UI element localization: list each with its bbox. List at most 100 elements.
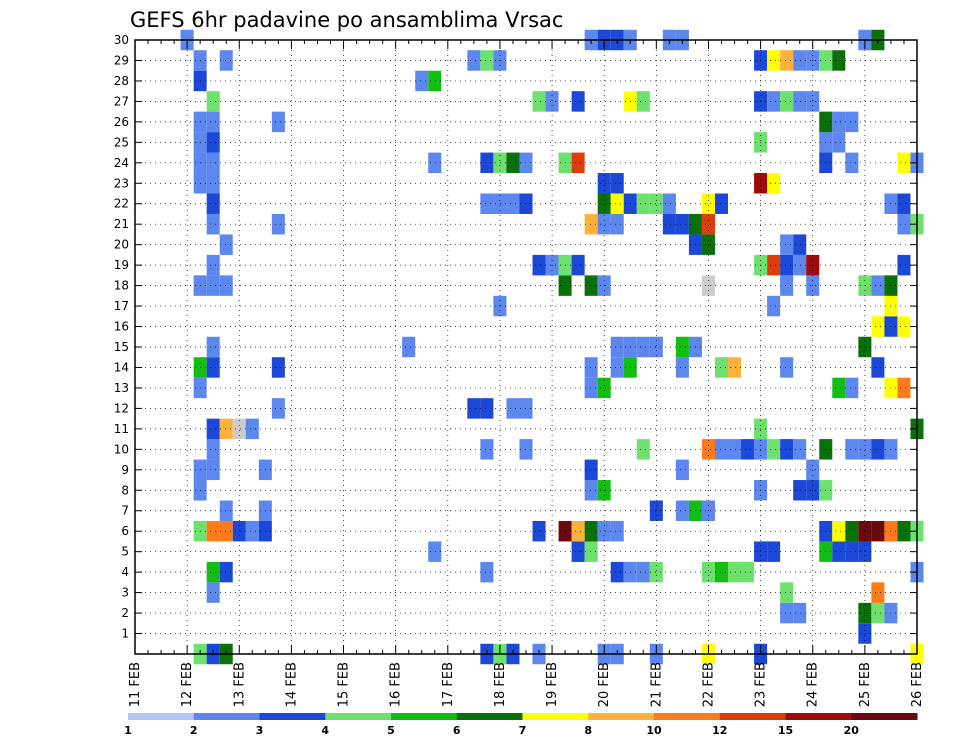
heatmap-cell (701, 561, 715, 583)
heatmap-cell (780, 50, 794, 71)
heatmap-cell (649, 561, 663, 583)
y-tick-label: 9 (121, 463, 129, 477)
colorbar-label: 10 (646, 724, 662, 737)
heatmap-cell (206, 418, 220, 440)
colorbar-label: 15 (778, 724, 793, 737)
heatmap-cell (845, 520, 859, 542)
x-tick-label: 23 FEB (754, 662, 769, 707)
y-tick-label: 2 (121, 606, 129, 620)
heatmap-cell (636, 91, 650, 112)
heatmap-cell (467, 398, 481, 419)
heatmap-cell (897, 254, 911, 276)
heatmap-cell (871, 357, 885, 378)
y-tick-label: 20 (114, 238, 129, 252)
heatmap-cell (701, 193, 715, 214)
heatmap-cell (728, 357, 742, 378)
x-tick-label: 25 FEB (858, 662, 873, 707)
x-tick-label: 11 FEB (128, 662, 143, 707)
heatmap-cell (206, 254, 220, 276)
heatmap-cell (480, 193, 494, 214)
y-tick-label: 13 (114, 381, 129, 395)
heatmap-cell (871, 275, 885, 296)
heatmap-cell (428, 70, 442, 92)
heatmap-cell (832, 111, 846, 133)
heatmap-cell (493, 295, 507, 317)
heatmap-cell (206, 152, 220, 174)
heatmap-cell (402, 336, 416, 358)
heatmap-cell (871, 316, 885, 337)
colorbar-segment (522, 713, 589, 720)
heatmap-cell (780, 582, 794, 603)
x-tick-label: 17 FEB (441, 662, 456, 707)
heatmap-cell (219, 275, 233, 296)
heatmap-cell (597, 377, 611, 399)
heatmap-cell (206, 213, 220, 235)
heatmap-cell (780, 234, 794, 255)
heatmap-cell (571, 152, 585, 174)
heatmap-cell (897, 377, 911, 399)
heatmap-cell (780, 91, 794, 112)
heatmap-cell (793, 480, 807, 501)
heatmap-cell (780, 439, 794, 460)
heatmap-cell (597, 193, 611, 214)
heatmap-cell (858, 541, 872, 562)
x-tick-label: 21 FEB (649, 662, 664, 707)
heatmap-cell (219, 50, 233, 71)
heatmap-cell (571, 541, 585, 562)
colorbar-segment (785, 713, 852, 720)
heatmap-cell (610, 357, 624, 378)
heatmap-cell (506, 193, 520, 214)
heatmap-cell (610, 213, 624, 235)
heatmap-cell (271, 357, 285, 378)
y-tick-label: 7 (121, 504, 129, 518)
heatmap-cell (597, 520, 611, 542)
y-tick-label: 11 (114, 422, 129, 436)
x-tick-label: 14 FEB (284, 662, 299, 707)
colorbar-segment (325, 713, 392, 720)
colorbar-label: 12 (712, 724, 727, 737)
colorbar-segment (391, 713, 458, 720)
heatmap-cell (480, 561, 494, 583)
heatmap-cell (271, 111, 285, 133)
heatmap-cell (897, 520, 911, 542)
heatmap-cell (832, 50, 846, 71)
heatmap-cell (701, 439, 715, 460)
colorbar-segment (193, 713, 260, 720)
heatmap-cell (793, 50, 807, 71)
heatmap-cell (545, 91, 559, 112)
heatmap-cell (532, 91, 546, 112)
heatmap-cell (675, 357, 689, 378)
heatmap-cell (897, 213, 911, 235)
heatmap-cell (206, 275, 220, 296)
colorbar-segment (128, 713, 195, 720)
heatmap-cell (271, 398, 285, 419)
heatmap-cell (232, 418, 246, 440)
heatmap-cell (714, 561, 729, 583)
heatmap-cell (584, 480, 598, 501)
heatmap-cell (871, 439, 885, 460)
y-tick-label: 28 (114, 74, 129, 88)
heatmap-cell (741, 439, 755, 460)
heatmap-cell (767, 541, 781, 562)
heatmap-cell (675, 459, 689, 481)
heatmap-cell (206, 439, 220, 460)
heatmap-cell (480, 152, 494, 174)
heatmap-cell (219, 500, 233, 521)
heatmap-cell (728, 439, 742, 460)
heatmap-cell (584, 213, 598, 235)
colorbar-segment (719, 713, 786, 720)
heatmap-cell (675, 213, 689, 235)
heatmap-cell (636, 439, 650, 460)
heatmap-cell (806, 459, 820, 481)
heatmap-cell (245, 520, 259, 542)
colorbar-segment (851, 713, 918, 720)
colorbar-label: 3 (256, 724, 264, 737)
heatmap-cell (636, 193, 650, 214)
x-tick-label: 13 FEB (232, 662, 247, 707)
heatmap-cell (701, 213, 715, 235)
heatmap-cell (728, 561, 742, 583)
heatmap-cell (897, 316, 911, 337)
heatmap-cell (493, 152, 507, 174)
heatmap-cell (780, 275, 794, 296)
heatmap-cell (206, 111, 220, 133)
